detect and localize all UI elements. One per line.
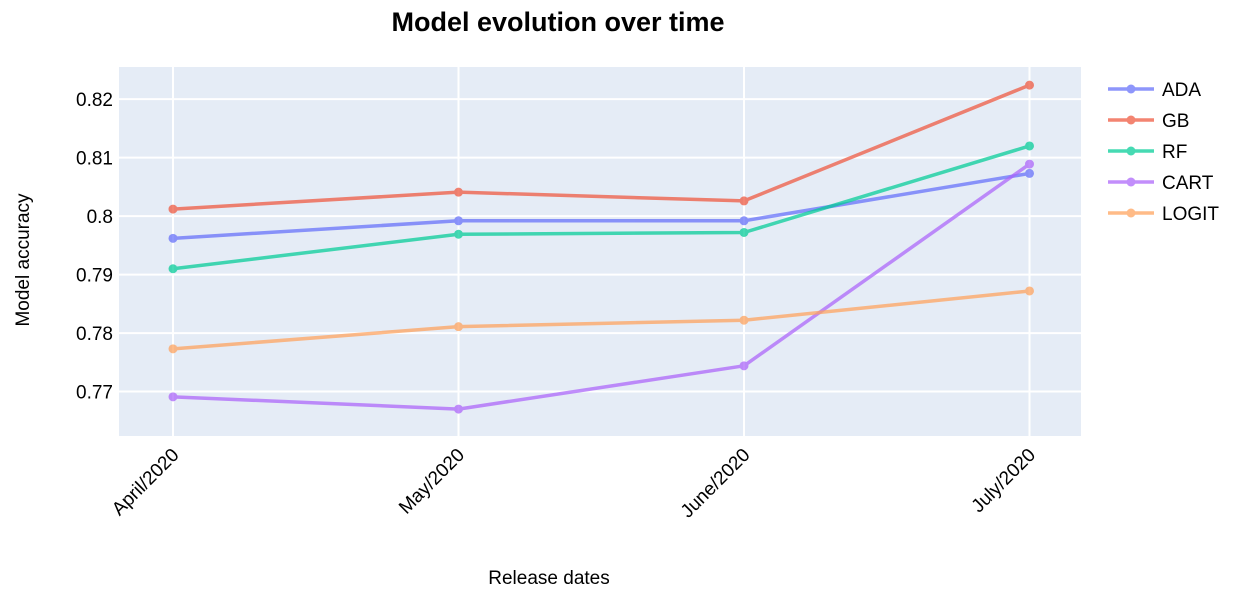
data-point-cart	[454, 404, 463, 414]
data-point-logit	[454, 322, 463, 332]
data-point-rf	[454, 229, 463, 239]
x-axis-ticks: April/2020 May/2020 June/2020 July/2020	[108, 445, 1040, 523]
legend-label-gb: GB	[1162, 111, 1189, 132]
series-line-gb	[171, 83, 1032, 211]
data-point-logit	[168, 344, 178, 354]
data-point-ada	[454, 216, 463, 226]
data-point-logit	[1025, 286, 1034, 296]
chart-title: Model evolution over time	[391, 7, 724, 37]
data-point-cart	[168, 392, 178, 402]
series-line-logit	[171, 289, 1032, 351]
data-point-rf	[1025, 141, 1034, 151]
data-point-ada	[1025, 168, 1034, 178]
data-point-gb	[454, 187, 463, 197]
legend-marker-rf	[1126, 146, 1136, 156]
data-point-ada	[739, 216, 749, 226]
legend-symbol-gb	[1108, 115, 1154, 125]
legend-marker-logit	[1126, 208, 1136, 218]
legend-marker-gb	[1126, 115, 1136, 125]
grid-layer	[119, 67, 1081, 436]
data-point-rf	[739, 227, 749, 237]
legend-symbol-rf	[1108, 146, 1154, 156]
data-point-cart	[739, 361, 749, 371]
series-cart	[168, 159, 1034, 414]
x-tick-label: July/2020	[968, 445, 1040, 517]
data-point-ada	[168, 233, 178, 243]
legend-symbol-ada	[1108, 84, 1154, 94]
y-axis-ticks: 0.77 0.78 0.79 0.8 0.81 0.82	[76, 90, 113, 403]
legend-label-cart: CART	[1162, 173, 1214, 194]
legend-item-gb: GB	[1108, 111, 1189, 132]
data-point-rf	[168, 264, 178, 274]
x-axis-title: Release dates	[488, 568, 609, 589]
data-point-logit	[739, 315, 749, 325]
x-tick-label: June/2020	[677, 445, 755, 523]
y-axis-title: Model accuracy	[13, 193, 34, 327]
y-tick-label: 0.79	[76, 266, 113, 287]
y-tick-label: 0.78	[76, 324, 113, 345]
legend: ADA GB RF CART LOGIT	[1108, 80, 1219, 225]
series-line-rf	[171, 144, 1032, 271]
legend-marker-cart	[1126, 177, 1136, 187]
legend-item-logit: LOGIT	[1108, 204, 1219, 225]
data-point-gb	[739, 196, 749, 206]
series-ada	[168, 168, 1034, 243]
x-tick-label: April/2020	[108, 445, 183, 520]
data-point-gb	[168, 204, 178, 214]
y-tick-label: 0.82	[76, 90, 113, 111]
series-logit	[168, 286, 1034, 354]
y-tick-label: 0.77	[76, 383, 113, 404]
series-line-cart	[171, 162, 1032, 411]
x-tick-label: May/2020	[395, 445, 469, 519]
y-tick-label: 0.81	[76, 149, 113, 170]
legend-item-rf: RF	[1108, 142, 1187, 163]
legend-symbol-logit	[1108, 208, 1154, 218]
legend-item-cart: CART	[1108, 173, 1214, 194]
legend-label-ada: ADA	[1162, 80, 1201, 101]
legend-item-ada: ADA	[1108, 80, 1201, 101]
legend-symbol-cart	[1108, 177, 1154, 187]
data-point-gb	[1025, 80, 1034, 90]
legend-marker-ada	[1126, 84, 1136, 94]
data-point-cart	[1025, 159, 1034, 169]
series-rf	[168, 141, 1034, 274]
series-line-ada	[171, 171, 1032, 241]
legend-label-rf: RF	[1162, 142, 1187, 163]
series-gb	[168, 80, 1034, 214]
series-layer	[168, 80, 1034, 414]
legend-label-logit: LOGIT	[1162, 204, 1219, 225]
y-tick-label: 0.8	[87, 207, 113, 228]
